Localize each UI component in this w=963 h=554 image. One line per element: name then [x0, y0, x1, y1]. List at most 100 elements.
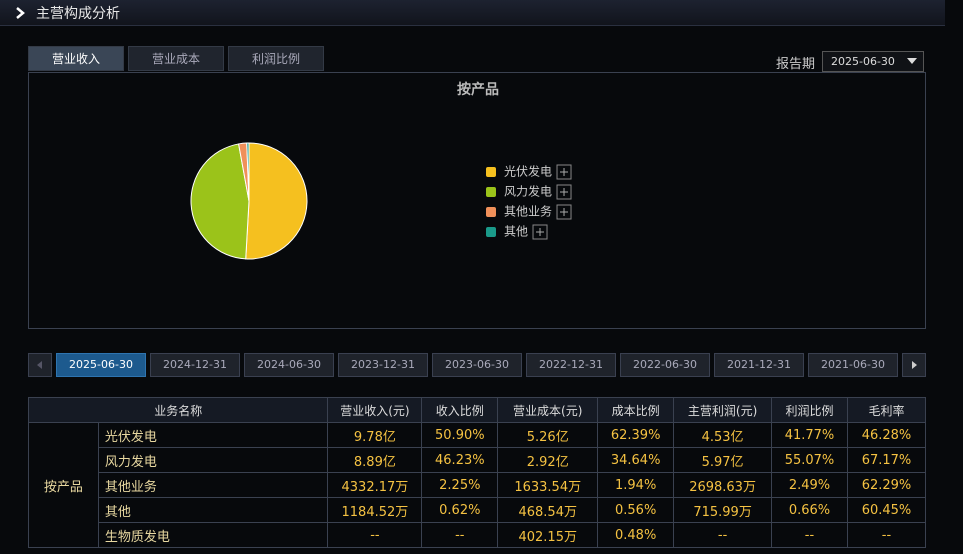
expand-button[interactable] — [556, 184, 572, 200]
expand-plus — [560, 208, 569, 216]
header-row: 业务名称 营业收入(元) 收入比例 营业成本(元) 成本比例 主营利润(元) 利润比例 毛利率 — [27, 397, 927, 423]
legend-label: 其他 — [504, 225, 528, 239]
value-cell: 46.23% — [421, 447, 499, 473]
legend-swatch — [486, 227, 496, 237]
group-cell: 按产品 — [28, 422, 99, 548]
value-cell: 67.17% — [846, 447, 927, 473]
value-cell: 715.99万 — [673, 497, 773, 523]
value-cell: -- — [846, 522, 927, 548]
dropdown-icon — [907, 58, 917, 64]
expand-box — [556, 164, 572, 180]
date-button[interactable]: 2024-12-31 — [150, 353, 240, 377]
value-cell: 55.07% — [771, 447, 848, 473]
name-cell: 生物质发电 — [97, 522, 329, 548]
next-button[interactable] — [902, 353, 926, 377]
value-cell: 62.39% — [597, 422, 675, 448]
legend-label: 风力发电 — [504, 184, 552, 199]
value-cell: -- — [771, 522, 848, 548]
date-button[interactable]: 2023-06-30 — [432, 353, 522, 377]
date-button[interactable]: 2023-12-31 — [338, 353, 428, 377]
date-button[interactable]: 2025-06-30 — [56, 353, 146, 377]
value-cell: 2.49% — [771, 472, 848, 498]
prev-button[interactable] — [28, 353, 52, 377]
legend-swatch — [486, 187, 496, 197]
expand-button[interactable] — [556, 204, 572, 220]
value-cell: 1.94% — [597, 472, 675, 498]
name-cell: 风力发电 — [97, 447, 329, 473]
expand-plus — [560, 188, 569, 196]
value-cell: 4332.17万 — [327, 472, 423, 498]
value-cell: 1633.54万 — [497, 472, 599, 498]
table-row: 风力发电 8.89亿 46.23% 2.92亿 34.64% 5.97亿 55.07% 67.… — [29, 447, 927, 473]
value-cell: 46.28% — [846, 422, 927, 448]
column-header: 业务名称 — [27, 397, 329, 423]
tab[interactable]: 营业收入 — [28, 46, 124, 71]
prev-icon — [37, 361, 42, 369]
expand-box — [556, 204, 572, 220]
pie-slice — [246, 142, 250, 202]
value-cell: 34.64% — [597, 447, 675, 473]
column-header: 营业成本(元) — [497, 397, 599, 423]
value-cell: 0.62% — [421, 497, 499, 523]
pie-slice — [245, 142, 308, 260]
header-bar: 主营构成分析 — [0, 0, 945, 26]
column-header: 成本比例 — [597, 397, 675, 423]
column-header: 利润比例 — [771, 397, 848, 423]
table-row: 生物质发电 -- -- 402.15万 0.48% -- -- -- — [29, 522, 927, 548]
legend-label: 光伏发电 — [504, 164, 552, 179]
data-table: 业务名称 营业收入(元) 收入比例 营业成本(元) 成本比例 主营利润(元) 利润比例 毛利率… — [27, 397, 927, 548]
value-cell: 5.26亿 — [497, 422, 599, 448]
pie-slice — [190, 143, 250, 260]
value-cell: 4.53亿 — [673, 422, 773, 448]
header-title: 主营构成分析 — [36, 6, 120, 22]
value-cell: 1184.52万 — [327, 497, 423, 523]
value-cell: 50.90% — [421, 422, 499, 448]
value-cell: -- — [421, 522, 499, 548]
value-cell: -- — [673, 522, 773, 548]
legend-swatch — [486, 167, 496, 177]
chart-panel: 按产品 光伏发电风力发电其他业务其他 — [28, 72, 926, 329]
value-cell: 8.89亿 — [327, 447, 423, 473]
expand-plus — [536, 228, 545, 236]
expand-plus — [560, 168, 569, 176]
report-period-label: 报告期 — [776, 57, 816, 72]
table-row: 其他业务 4332.17万 2.25% 1633.54万 1.94% 2698.63万 2.… — [29, 472, 927, 498]
header-icon — [16, 7, 25, 19]
next-icon — [912, 361, 917, 369]
value-cell: 0.56% — [597, 497, 675, 523]
column-header: 营业收入(元) — [327, 397, 423, 423]
column-header: 收入比例 — [421, 397, 499, 423]
value-cell: 468.54万 — [497, 497, 599, 523]
value-cell: 41.77% — [771, 422, 848, 448]
date-button[interactable]: 2022-12-31 — [526, 353, 616, 377]
column-header: 主营利润(元) — [673, 397, 773, 423]
expand-box — [556, 184, 572, 200]
legend-label: 其他业务 — [504, 204, 552, 219]
report-period-select[interactable]: 2025-06-30 — [822, 51, 924, 72]
value-cell: 0.66% — [771, 497, 848, 523]
name-cell: 其他业务 — [97, 472, 329, 498]
value-cell: 9.78亿 — [327, 422, 423, 448]
tab[interactable]: 利润比例 — [228, 46, 324, 71]
value-cell: 2.92亿 — [497, 447, 599, 473]
tab[interactable]: 营业成本 — [128, 46, 224, 71]
report-period-value: 2025-06-30 — [831, 55, 895, 68]
legend-swatch — [486, 207, 496, 217]
value-cell: 402.15万 — [497, 522, 599, 548]
expand-button[interactable] — [556, 164, 572, 180]
date-button[interactable]: 2024-06-30 — [244, 353, 334, 377]
table-row: 其他 1184.52万 0.62% 468.54万 0.56% 715.99万 0.66% 6… — [29, 497, 927, 523]
value-cell: 5.97亿 — [673, 447, 773, 473]
value-cell: 2.25% — [421, 472, 499, 498]
name-cell: 光伏发电 — [97, 422, 329, 448]
date-button[interactable]: 2021-06-30 — [808, 353, 898, 377]
value-cell: -- — [327, 522, 423, 548]
chart-title: 按产品 — [457, 81, 499, 98]
date-button[interactable]: 2021-12-31 — [714, 353, 804, 377]
column-header: 毛利率 — [846, 397, 927, 423]
value-cell: 62.29% — [846, 472, 927, 498]
date-button[interactable]: 2022-06-30 — [620, 353, 710, 377]
expand-button[interactable] — [532, 224, 548, 240]
